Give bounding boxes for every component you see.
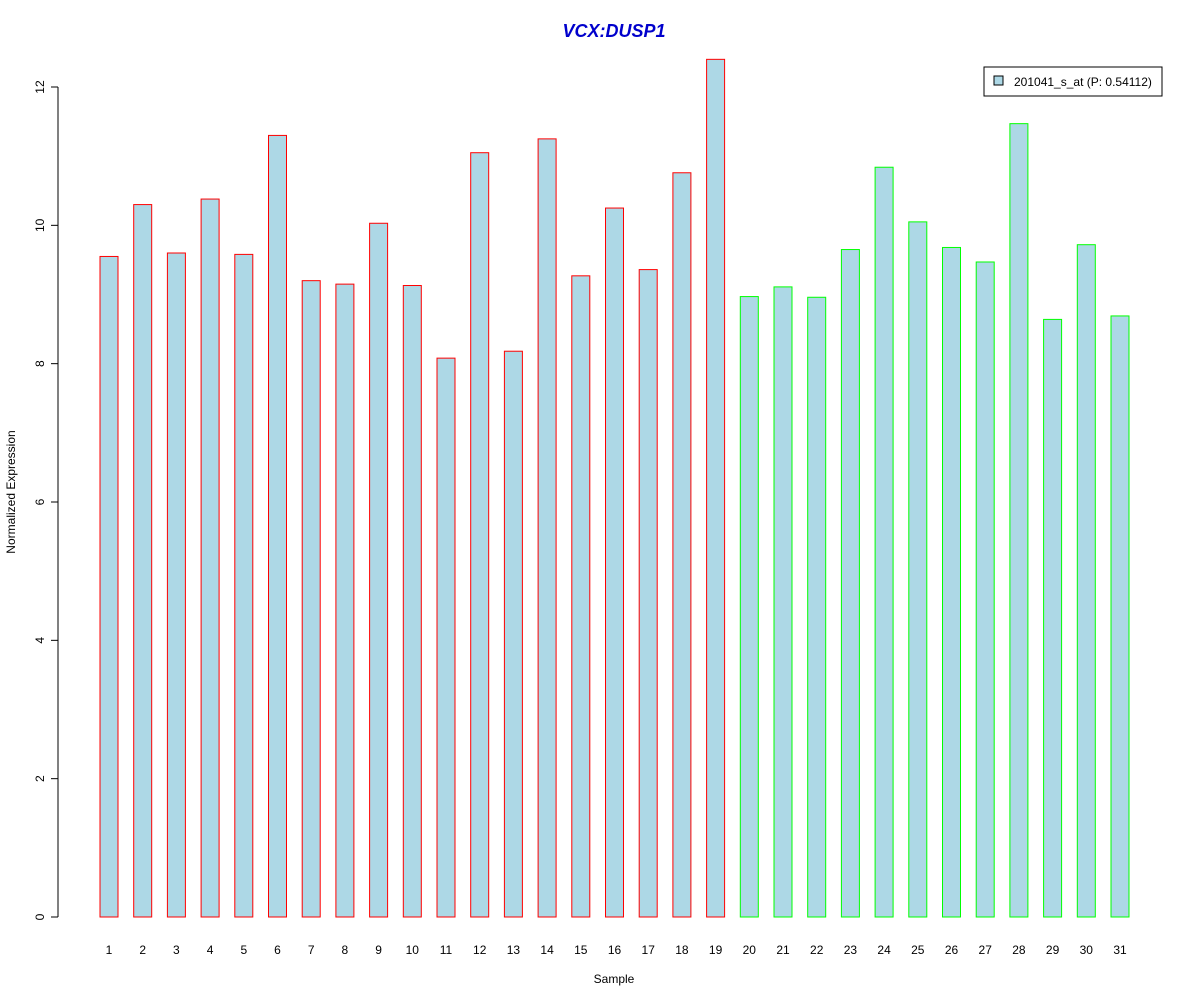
y-tick-label: 12 [33,80,47,94]
bar [335,283,355,918]
bar [1076,244,1096,918]
bar [773,286,793,918]
legend-label: 201041_s_at (P: 0.54112) [1014,75,1152,89]
x-tick-label: 24 [877,943,891,957]
x-tick-label: 9 [375,943,382,957]
bar [840,249,860,918]
bar [537,138,557,918]
bar [908,221,928,918]
x-tick-label: 31 [1113,943,1127,957]
x-tick-label: 29 [1046,943,1060,957]
bars-group [99,58,1130,918]
bar [1009,123,1029,918]
y-tick-label: 6 [33,498,47,505]
bar [706,58,726,918]
bar [200,198,220,918]
bar [672,172,692,918]
x-tick-label: 5 [240,943,247,957]
x-tick-label: 21 [776,943,790,957]
bar [369,222,389,918]
y-tick-label: 8 [33,360,47,367]
bar [470,152,490,918]
bar [739,296,759,918]
x-tick-label: 16 [608,943,622,957]
bar [133,204,153,918]
x-tick-label: 28 [1012,943,1026,957]
x-tick-label: 13 [507,943,521,957]
x-tick-label: 2 [139,943,146,957]
x-tick-label: 26 [945,943,959,957]
x-tick-label: 19 [709,943,723,957]
bar [571,275,591,918]
bar [874,166,894,918]
bar [942,246,961,918]
legend-box [983,66,1163,97]
bar [807,296,827,918]
x-tick-label: 25 [911,943,925,957]
bar [268,134,287,918]
x-tick-label: 23 [844,943,858,957]
x-tick-label: 7 [308,943,315,957]
x-tick-label: 15 [574,943,588,957]
x-tick-label: 1 [106,943,113,957]
bar [638,269,658,918]
bar [1043,318,1063,918]
x-tick-label: 10 [406,943,420,957]
y-tick-label: 10 [33,218,47,232]
x-tick-label: 6 [274,943,281,957]
x-tick-label: 11 [440,943,453,957]
bar [503,350,523,918]
x-tick-label: 3 [173,943,180,957]
bar [402,285,422,918]
y-tick-label: 2 [33,775,47,782]
bar [234,253,254,918]
legend-swatch [993,75,1004,86]
chart-title: VCX:DUSP1 [562,21,665,41]
x-tick-label: 30 [1080,943,1094,957]
y-tick-label: 4 [33,637,47,644]
x-tick-label: 22 [810,943,824,957]
x-tick-label: 8 [342,943,349,957]
y-axis-label: Normalized Expression [4,430,18,553]
x-tick-label: 12 [473,943,487,957]
bar [301,280,321,918]
bar [99,255,119,918]
x-tick-labels: 1 2 3 4 5 6 7 8 9 10 11 12 13 14 15 16 17 18 19 20 21 22 23 24 2… [106,943,1127,957]
x-tick-label: 18 [675,943,689,957]
x-tick-label: 4 [207,943,214,957]
x-tick-label: 17 [642,943,656,957]
y-axis: 0 2 4 6 8 10 12 [33,80,59,920]
x-axis-label: Sample [594,972,635,986]
bar [605,207,624,918]
x-tick-label: 27 [979,943,993,957]
x-tick-label: 20 [743,943,757,957]
bar [975,261,995,918]
legend: 201041_s_at (P: 0.54112) [983,66,1163,97]
y-tick-label: 0 [33,913,47,920]
x-tick-label: 14 [540,943,554,957]
bar [436,357,456,918]
bar [1110,315,1130,918]
bar [166,252,186,918]
